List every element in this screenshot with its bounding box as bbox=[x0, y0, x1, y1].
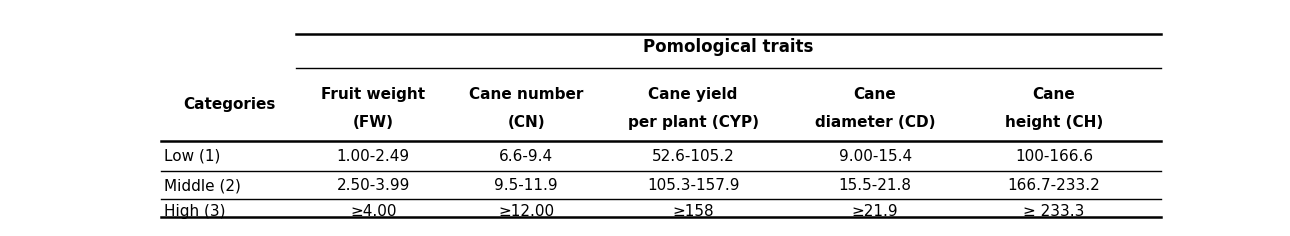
Text: High (3): High (3) bbox=[164, 204, 226, 219]
Text: Low (1): Low (1) bbox=[164, 149, 221, 164]
Text: 100-166.6: 100-166.6 bbox=[1015, 149, 1093, 164]
Text: (FW): (FW) bbox=[352, 115, 393, 130]
Text: height (CH): height (CH) bbox=[1005, 115, 1103, 130]
Text: (CN): (CN) bbox=[507, 115, 544, 130]
Text: 9.00-15.4: 9.00-15.4 bbox=[838, 149, 912, 164]
Text: diameter (CD): diameter (CD) bbox=[815, 115, 935, 130]
Text: per plant (CYP): per plant (CYP) bbox=[628, 115, 759, 130]
Text: ≥ 233.3: ≥ 233.3 bbox=[1023, 204, 1085, 219]
Text: Cane: Cane bbox=[1033, 87, 1076, 102]
Text: Cane: Cane bbox=[854, 87, 897, 102]
Text: Middle (2): Middle (2) bbox=[164, 178, 241, 193]
Text: 15.5-21.8: 15.5-21.8 bbox=[838, 178, 912, 193]
Text: Fruit weight: Fruit weight bbox=[321, 87, 426, 102]
Text: Cane yield: Cane yield bbox=[649, 87, 738, 102]
Text: ≥158: ≥158 bbox=[672, 204, 713, 219]
Text: Pomological traits: Pomological traits bbox=[644, 38, 814, 56]
Text: 1.00-2.49: 1.00-2.49 bbox=[337, 149, 410, 164]
Text: 52.6-105.2: 52.6-105.2 bbox=[651, 149, 734, 164]
Text: 9.5-11.9: 9.5-11.9 bbox=[494, 178, 559, 193]
Text: Cane number: Cane number bbox=[470, 87, 583, 102]
Text: Categories: Categories bbox=[183, 97, 276, 112]
Text: 2.50-3.99: 2.50-3.99 bbox=[337, 178, 410, 193]
Text: 6.6-9.4: 6.6-9.4 bbox=[499, 149, 553, 164]
Text: ≥21.9: ≥21.9 bbox=[851, 204, 898, 219]
Text: 166.7-233.2: 166.7-233.2 bbox=[1007, 178, 1100, 193]
Text: ≥12.00: ≥12.00 bbox=[498, 204, 555, 219]
Text: ≥4.00: ≥4.00 bbox=[350, 204, 396, 219]
Text: 105.3-157.9: 105.3-157.9 bbox=[646, 178, 739, 193]
